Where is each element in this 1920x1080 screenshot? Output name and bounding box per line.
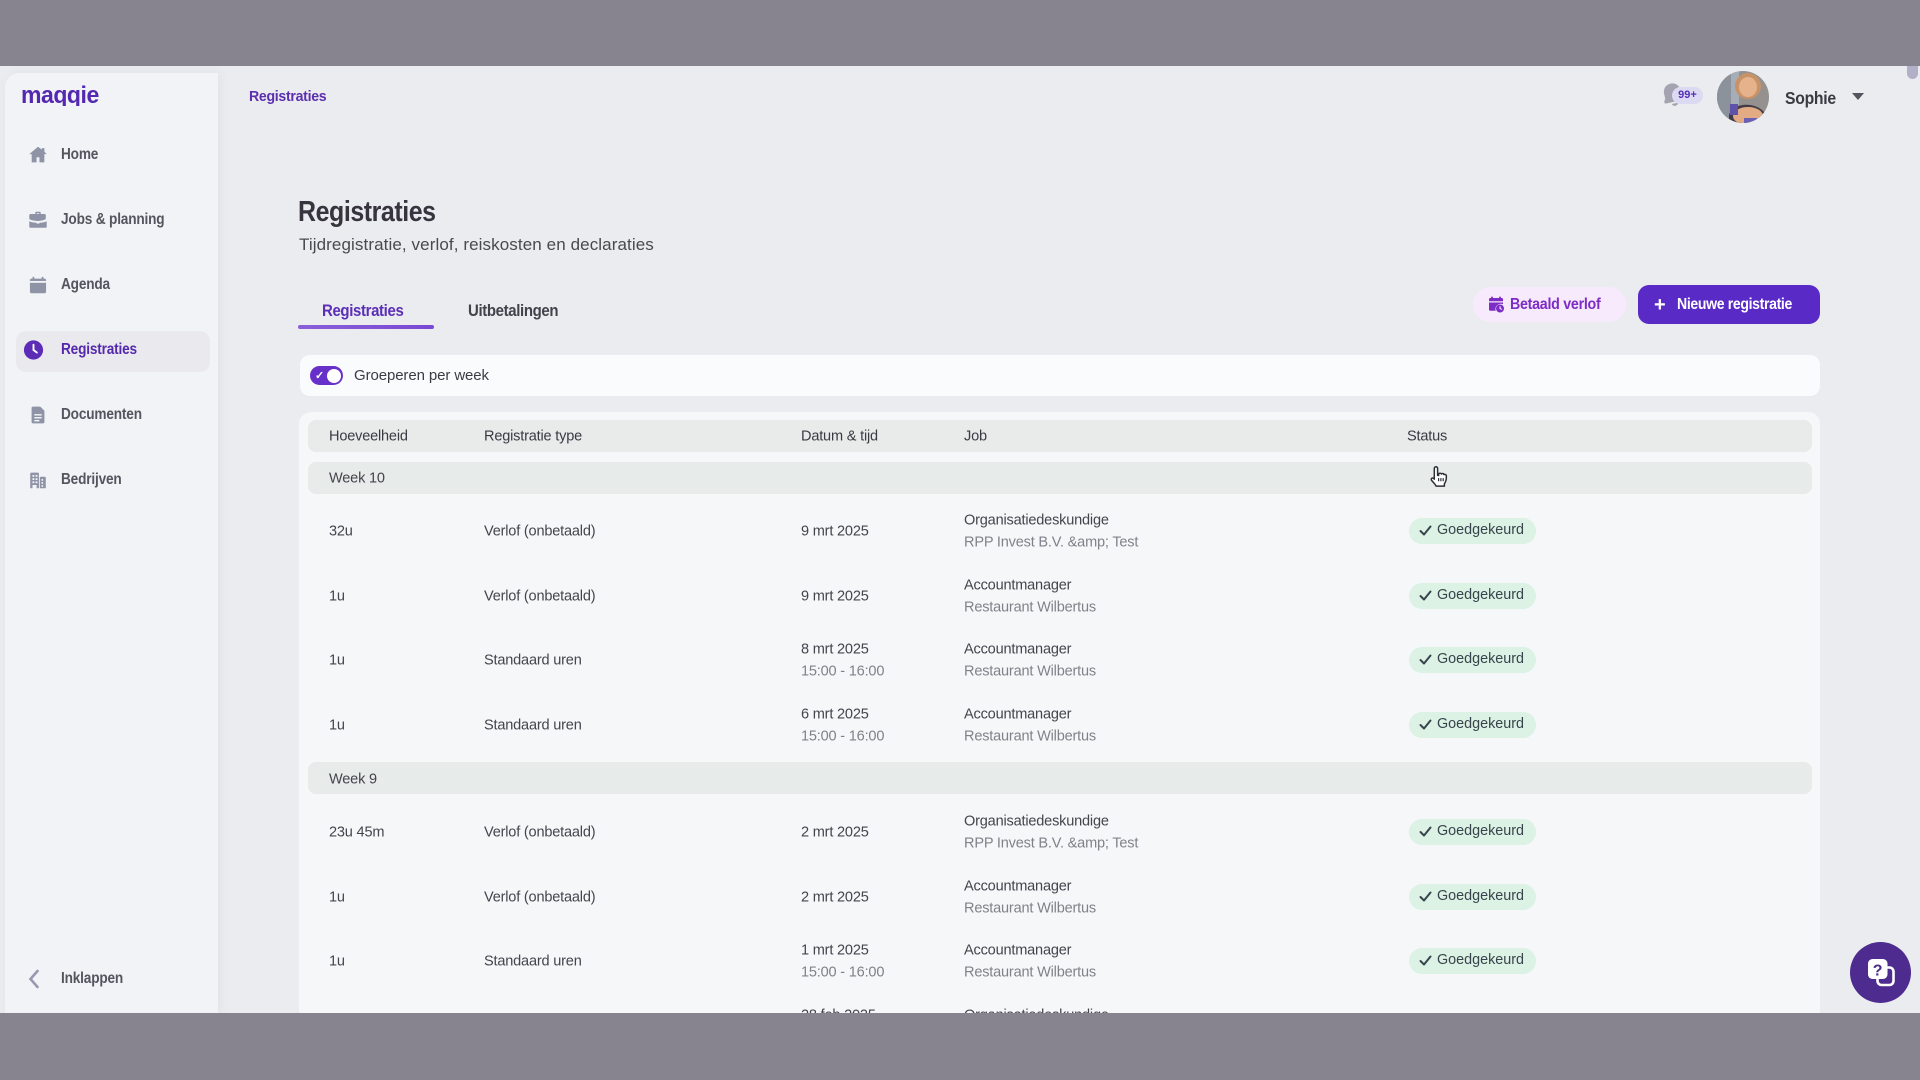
svg-text:?: ? (1873, 963, 1883, 980)
